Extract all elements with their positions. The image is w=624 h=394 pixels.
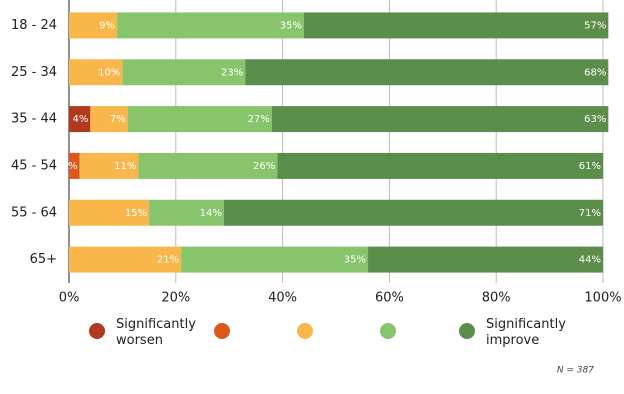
value-label: 4% [72, 114, 88, 125]
category-label: 18 - 24 [11, 18, 57, 33]
bar-segment [90, 106, 128, 133]
bar-segment [69, 12, 118, 39]
category-label: 45 - 54 [11, 158, 57, 173]
legend-marker [459, 323, 475, 339]
value-label: 68% [584, 67, 606, 78]
x-tick-label: 20% [161, 291, 190, 306]
value-label: 44% [579, 255, 601, 266]
bar-segment [69, 106, 91, 133]
bar-segment [69, 152, 80, 179]
legend-marker [380, 323, 396, 339]
bar-segment [138, 152, 278, 179]
value-label: 7% [110, 114, 126, 125]
bar-segment [79, 152, 139, 179]
bar-segment [122, 59, 246, 86]
bar-segment [277, 152, 603, 179]
category-label: 35 - 44 [11, 112, 57, 127]
value-label: 23% [221, 67, 243, 78]
value-label: 9% [99, 20, 115, 31]
bar-segment [181, 246, 369, 273]
value-label: 63% [584, 114, 606, 125]
x-tick-label: 80% [482, 291, 511, 306]
value-label: 15% [125, 208, 147, 219]
value-label: 2% [62, 161, 78, 172]
value-label: 35% [280, 20, 302, 31]
bar-segment [271, 106, 609, 133]
annotation: N = 387 [557, 366, 594, 376]
legend-marker [297, 323, 313, 339]
x-tick-label: 100% [584, 291, 621, 306]
category-label: 25 - 34 [11, 65, 57, 80]
bar-segment [368, 246, 603, 273]
x-tick-label: 0% [59, 291, 80, 306]
bar-segment [223, 199, 604, 226]
category-label: 65+ [30, 252, 57, 267]
value-label: 57% [584, 20, 606, 31]
value-label: 26% [253, 161, 275, 172]
x-tick-label: 40% [268, 291, 297, 306]
legend-marker [89, 323, 105, 339]
bar-segment [127, 106, 272, 133]
bar-segment [69, 199, 150, 226]
legend-label: Significantly worsen [116, 317, 196, 348]
legend-marker [214, 323, 230, 339]
bar-segment [69, 246, 182, 273]
bar-segment [245, 59, 609, 86]
value-label: 21% [157, 255, 179, 266]
value-label: 71% [579, 208, 601, 219]
value-label: 11% [114, 161, 136, 172]
value-label: 10% [98, 67, 120, 78]
legend-label: Significantly improve [486, 317, 566, 348]
bar-segment [303, 12, 609, 39]
bar-segment [69, 59, 123, 86]
value-label: 27% [248, 114, 270, 125]
value-label: 61% [579, 161, 601, 172]
bar-segment [149, 199, 224, 226]
category-label: 55 - 64 [11, 205, 57, 220]
value-label: 35% [344, 255, 366, 266]
x-tick-label: 60% [375, 291, 404, 306]
bar-segment [117, 12, 304, 39]
value-label: 14% [200, 208, 222, 219]
